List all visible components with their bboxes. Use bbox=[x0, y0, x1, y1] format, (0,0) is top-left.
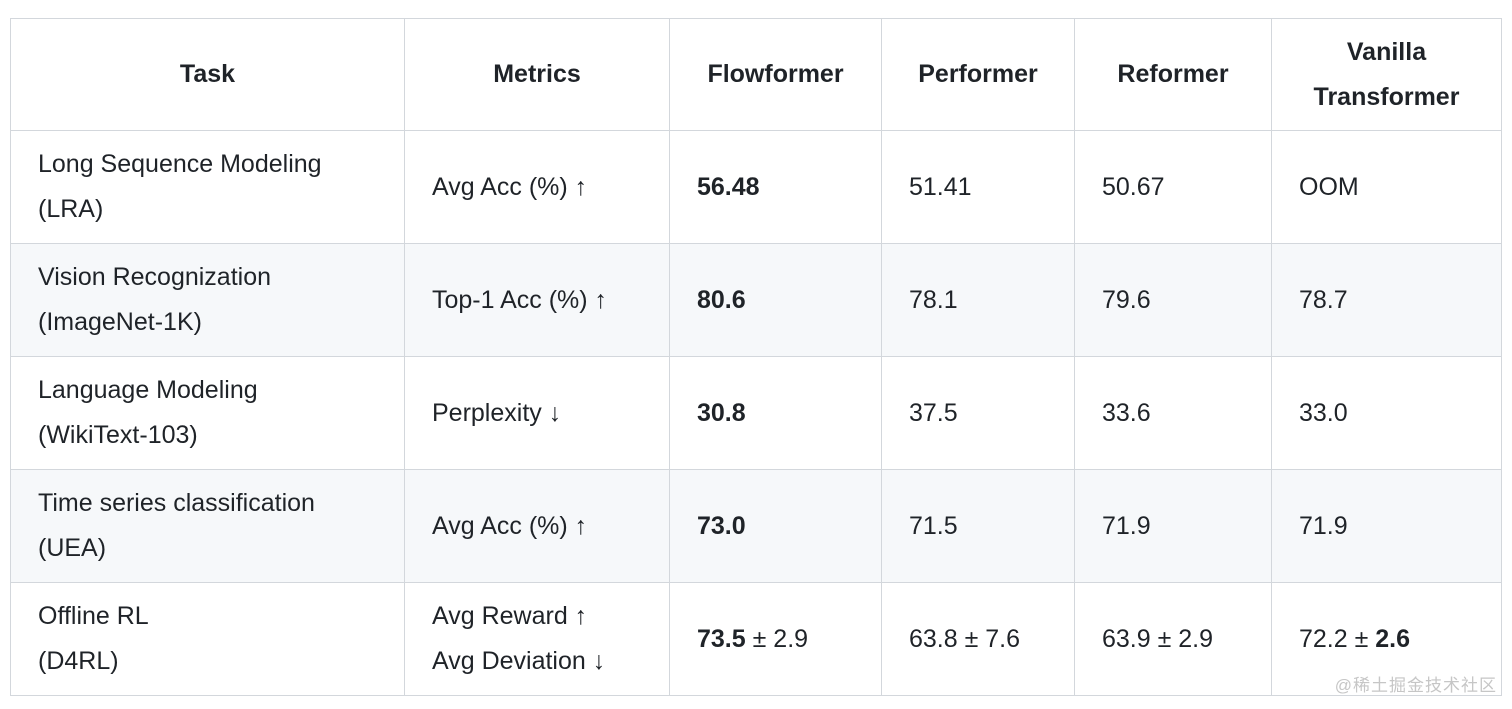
value-reformer: 63.9 ± 2.9 bbox=[1074, 582, 1272, 696]
task-name: Vision Recognization bbox=[38, 263, 272, 291]
value-reformer: 79.6 bbox=[1074, 243, 1272, 357]
column-header-flowformer: Flowformer bbox=[669, 18, 882, 131]
task-name: Offline RL bbox=[38, 602, 149, 630]
value-text: 63.9 ± 2.9 bbox=[1102, 624, 1214, 653]
results-table-container: Task Metrics Flowformer Performer Reform… bbox=[10, 18, 1502, 696]
table-row: Time series classification (UEA) Avg Acc … bbox=[10, 469, 1502, 583]
value-text: 33.6 bbox=[1102, 398, 1151, 427]
metric-name-2: Avg Deviation ↓ bbox=[432, 647, 606, 675]
value-text: 79.6 bbox=[1102, 285, 1151, 314]
value-performer: 37.5 bbox=[881, 356, 1075, 470]
value-text: 30.8 bbox=[697, 398, 746, 427]
value-flowformer: 73.0 bbox=[669, 469, 882, 583]
task-cell: Long Sequence Modeling (LRA) bbox=[10, 130, 405, 244]
value-text: 72.2 ± bbox=[1299, 624, 1376, 653]
metrics-cell: Avg Acc (%) ↑ bbox=[404, 469, 670, 583]
value-vanilla-transformer: 72.2 ± 2.6 bbox=[1271, 582, 1502, 696]
value-vanilla-transformer: 71.9 bbox=[1271, 469, 1502, 583]
table-row: Vision Recognization (ImageNet-1K) Top-1 … bbox=[10, 243, 1502, 357]
results-table: Task Metrics Flowformer Performer Reform… bbox=[10, 18, 1502, 696]
table-row: Offline RL (D4RL) Avg Reward ↑ Avg Deviati… bbox=[10, 582, 1502, 696]
value-text: 37.5 bbox=[909, 398, 958, 427]
value-text: 78.1 bbox=[909, 285, 958, 314]
value-reformer: 33.6 bbox=[1074, 356, 1272, 470]
value-reformer: 71.9 bbox=[1074, 469, 1272, 583]
value-text: 56.48 bbox=[697, 172, 760, 201]
task-cell: Time series classification (UEA) bbox=[10, 469, 405, 583]
column-header-task: Task bbox=[10, 18, 405, 131]
task-dataset: (WikiText-103) bbox=[38, 421, 198, 449]
value-text: 50.67 bbox=[1102, 172, 1165, 201]
value-text: 80.6 bbox=[697, 285, 746, 314]
metrics-cell: Avg Reward ↑ Avg Deviation ↓ bbox=[404, 582, 670, 696]
table-row: Language Modeling (WikiText-103) Perplexi… bbox=[10, 356, 1502, 470]
task-dataset: (LRA) bbox=[38, 195, 104, 223]
value-flowformer: 56.48 bbox=[669, 130, 882, 244]
value-text: 71.9 bbox=[1102, 511, 1151, 540]
value-text: 73.5 bbox=[697, 624, 746, 653]
metric-name: Perplexity ↓ bbox=[432, 398, 562, 427]
task-cell: Language Modeling (WikiText-103) bbox=[10, 356, 405, 470]
value-text: 71.9 bbox=[1299, 511, 1348, 540]
header-row: Task Metrics Flowformer Performer Reform… bbox=[10, 18, 1502, 131]
watermark: @稀土掘金技术社区 bbox=[1334, 676, 1497, 695]
metric-name: Top-1 Acc (%) ↑ bbox=[432, 285, 608, 314]
task-dataset: (D4RL) bbox=[38, 647, 119, 675]
value-flowformer: 30.8 bbox=[669, 356, 882, 470]
value-performer: 63.8 ± 7.6 bbox=[881, 582, 1075, 696]
metrics-cell: Avg Acc (%) ↑ bbox=[404, 130, 670, 244]
value-text-secondary: 2.6 bbox=[1375, 624, 1411, 653]
task-cell: Vision Recognization (ImageNet-1K) bbox=[10, 243, 405, 357]
value-text: 63.8 ± 7.6 bbox=[909, 624, 1021, 653]
column-header-reformer: Reformer bbox=[1074, 18, 1272, 131]
value-text: 78.7 bbox=[1299, 285, 1348, 314]
task-name: Time series classification bbox=[38, 489, 315, 517]
task-dataset: (UEA) bbox=[38, 534, 107, 562]
value-vanilla-transformer: 78.7 bbox=[1271, 243, 1502, 357]
metrics-cell: Perplexity ↓ bbox=[404, 356, 670, 470]
value-vanilla-transformer: OOM bbox=[1271, 130, 1502, 244]
table-row: Long Sequence Modeling (LRA) Avg Acc (%) … bbox=[10, 130, 1502, 244]
value-performer: 71.5 bbox=[881, 469, 1075, 583]
value-performer: 78.1 bbox=[881, 243, 1075, 357]
value-text: OOM bbox=[1299, 172, 1359, 201]
task-dataset: (ImageNet-1K) bbox=[38, 308, 202, 336]
column-header-vanilla-transformer: Vanilla Transformer bbox=[1271, 18, 1502, 131]
value-reformer: 50.67 bbox=[1074, 130, 1272, 244]
task-name: Language Modeling bbox=[38, 376, 258, 404]
metric-name: Avg Acc (%) ↑ bbox=[432, 172, 588, 201]
task-cell: Offline RL (D4RL) bbox=[10, 582, 405, 696]
value-text: 73.0 bbox=[697, 511, 746, 540]
value-text: 33.0 bbox=[1299, 398, 1348, 427]
column-header-metrics: Metrics bbox=[404, 18, 670, 131]
metrics-cell: Top-1 Acc (%) ↑ bbox=[404, 243, 670, 357]
value-flowformer: 73.5 ± 2.9 bbox=[669, 582, 882, 696]
value-text: 71.5 bbox=[909, 511, 958, 540]
metric-name: Avg Acc (%) ↑ bbox=[432, 511, 588, 540]
metric-name: Avg Reward ↑ bbox=[432, 602, 588, 630]
value-text-secondary: ± 2.9 bbox=[745, 624, 809, 653]
value-flowformer: 80.6 bbox=[669, 243, 882, 357]
value-performer: 51.41 bbox=[881, 130, 1075, 244]
value-vanilla-transformer: 33.0 bbox=[1271, 356, 1502, 470]
task-name: Long Sequence Modeling bbox=[38, 150, 322, 178]
column-header-performer: Performer bbox=[881, 18, 1075, 131]
value-text: 51.41 bbox=[909, 172, 972, 201]
